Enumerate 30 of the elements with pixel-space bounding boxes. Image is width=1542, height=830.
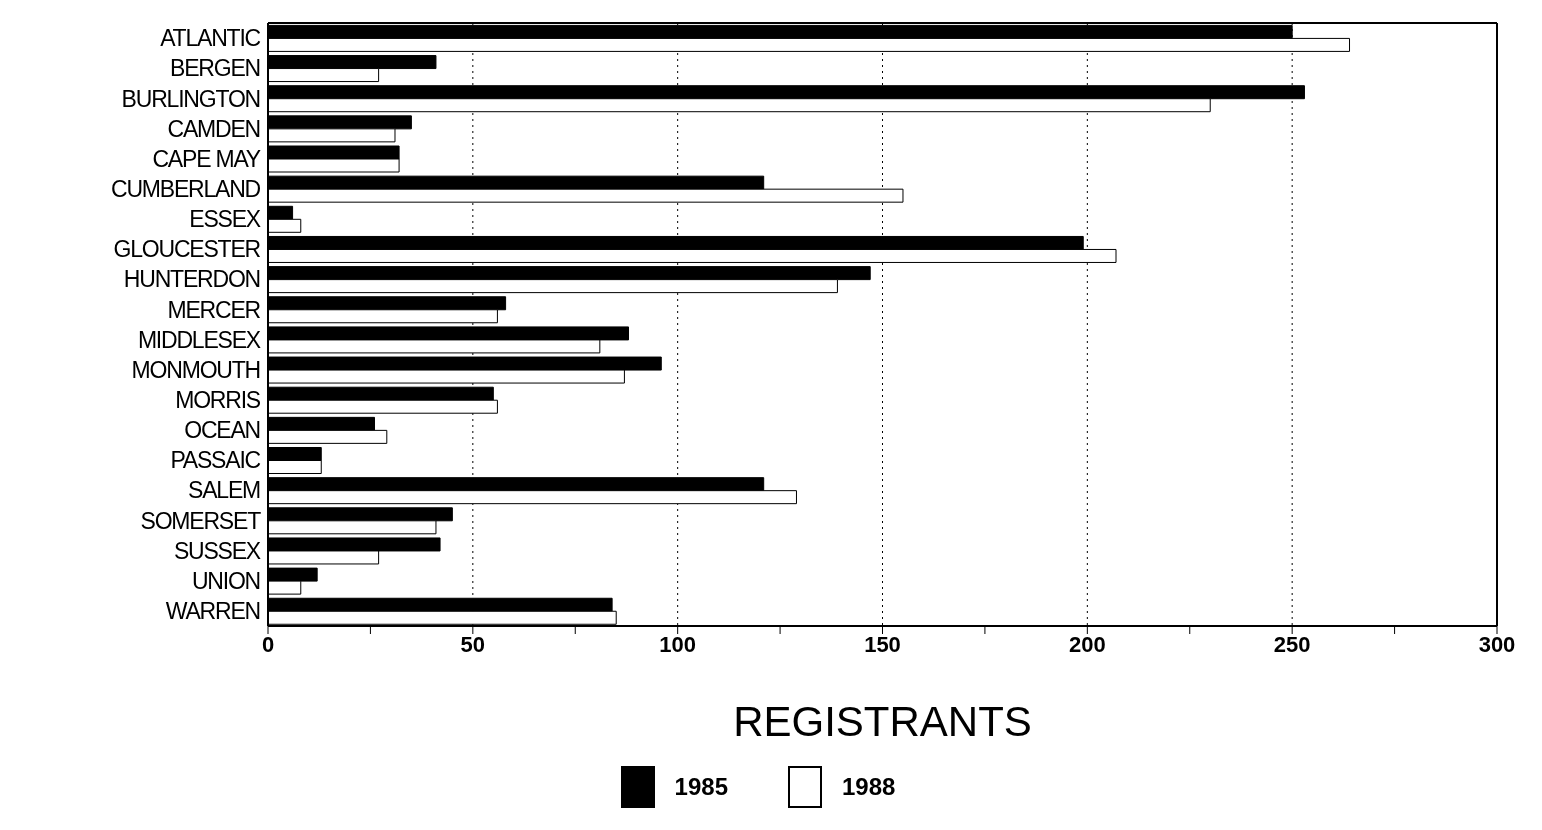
y-tick-label: BERGEN: [170, 55, 260, 82]
y-tick-label: ESSEX: [189, 206, 261, 233]
x-tick-label: 300: [1478, 631, 1516, 657]
y-tick-label: PASSAIC: [170, 447, 261, 474]
y-tick-label: MIDDLESEX: [137, 326, 261, 353]
y-tick-label: CAPE MAY: [152, 145, 261, 172]
y-tick-label: MORRIS: [175, 387, 261, 414]
y-tick-label: GLOUCESTER: [113, 236, 261, 263]
x-axis-title: REGISTRANTS: [733, 698, 1032, 745]
y-tick-label: UNION: [191, 567, 260, 594]
y-tick-label: ATLANTIC: [160, 25, 261, 52]
x-tick-label: 0: [261, 631, 275, 657]
x-tick-label: 200: [1068, 631, 1106, 657]
y-tick-label: OCEAN: [184, 417, 260, 444]
legend-label: 1988: [842, 773, 896, 801]
y-tick-label: CUMBERLAND: [110, 175, 261, 202]
legend-label: 1985: [674, 773, 728, 801]
x-tick-label: 100: [659, 631, 697, 657]
y-tick-label: WARREN: [165, 598, 260, 625]
x-tick-label: 150: [864, 631, 901, 657]
y-tick-label: SUSSEX: [173, 537, 261, 564]
x-tick-label: 50: [460, 631, 486, 657]
y-tick-label: SALEM: [188, 477, 261, 504]
y-tick-label: MONMOUTH: [131, 356, 260, 383]
y-tick-label: MERCER: [167, 296, 261, 323]
y-tick-label: HUNTERDON: [123, 266, 260, 293]
y-tick-label: BURLINGTON: [121, 85, 260, 112]
x-tick-label: 250: [1273, 631, 1311, 657]
y-tick-label: SOMERSET: [140, 507, 262, 534]
y-tick-label: CAMDEN: [167, 115, 260, 142]
